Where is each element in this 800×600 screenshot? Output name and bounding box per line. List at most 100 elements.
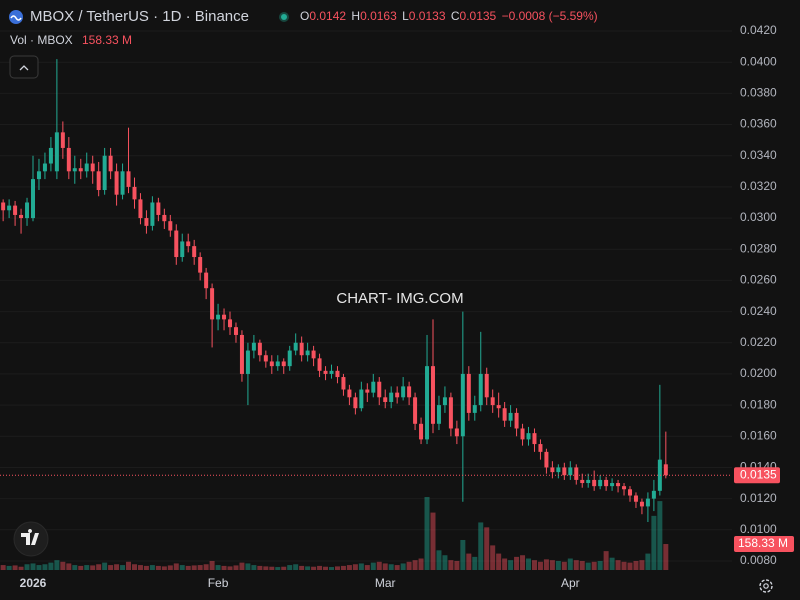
grid — [0, 30, 732, 562]
volume-bar — [430, 512, 436, 570]
volume-bar — [496, 553, 502, 570]
candle-body — [532, 433, 537, 445]
candle-body — [299, 342, 304, 356]
volume-bar — [185, 565, 191, 570]
y-tick-label: 0.0180 — [740, 397, 777, 411]
candle-body — [442, 397, 447, 406]
candle-body — [419, 423, 424, 440]
volume-bar — [448, 560, 454, 570]
ohlc-value: 0.0142 — [309, 9, 346, 23]
candle-body — [245, 350, 250, 374]
tv-logo-glyph — [21, 529, 39, 545]
candle-body — [275, 361, 280, 367]
candle-body — [586, 479, 591, 484]
volume-bar — [197, 565, 203, 570]
volume-bar — [12, 565, 18, 570]
volume-bar — [340, 565, 346, 570]
volume-bar — [149, 565, 155, 570]
volume-bar — [161, 566, 167, 570]
candle-body — [228, 319, 233, 328]
y-tick-label: 0.0100 — [740, 522, 777, 536]
candle-body — [359, 389, 364, 409]
candle-body — [657, 459, 662, 491]
volume-bar — [555, 560, 561, 570]
settings-gear[interactable] — [759, 579, 773, 593]
candle-body — [472, 405, 477, 413]
candle-body — [520, 428, 525, 440]
candle-body — [48, 147, 53, 164]
candle-body — [180, 241, 185, 258]
y-tick-label: 0.0080 — [740, 553, 777, 567]
tv-logo[interactable] — [13, 521, 49, 557]
y-tick-label: 0.0360 — [740, 117, 777, 131]
volume-bar — [627, 562, 633, 570]
collapse-button-frame[interactable] — [9, 55, 39, 79]
volume-bar — [251, 565, 257, 570]
candle-body — [335, 370, 340, 378]
volume-bar — [227, 566, 233, 570]
candle-body — [496, 405, 501, 409]
candle-body — [616, 483, 621, 487]
candle-body — [305, 350, 310, 356]
volume-bar — [376, 561, 382, 570]
settings-button[interactable] — [759, 579, 773, 593]
volume-bar — [490, 545, 496, 570]
volume-bar — [418, 558, 424, 570]
collapse-chevron — [19, 65, 29, 71]
volume-bar — [472, 556, 478, 570]
candle-body — [407, 386, 412, 398]
candle-body — [478, 373, 483, 406]
volume-bar — [96, 564, 102, 570]
candle-body — [114, 171, 119, 195]
volume-bar — [442, 555, 448, 570]
candle-body — [502, 408, 507, 421]
candle-body — [556, 467, 561, 473]
volume-bar — [293, 564, 299, 570]
candle-body — [329, 370, 334, 374]
volume-bar — [370, 562, 376, 570]
y-tick-label: 0.0260 — [740, 273, 777, 287]
candle-body — [562, 467, 567, 476]
volume-bar — [209, 560, 215, 570]
x-tick-label: Feb — [208, 576, 229, 590]
volume-bar — [657, 501, 663, 570]
volume-bar — [424, 497, 430, 570]
candles — [1, 59, 668, 522]
candle-body — [645, 498, 650, 507]
candle-body — [311, 350, 316, 359]
volume-bar — [120, 565, 126, 570]
volume-bar — [352, 564, 358, 570]
volume-bar — [24, 564, 30, 570]
candle-body — [323, 370, 328, 374]
ohlc-label: L — [402, 9, 409, 23]
volume-bar — [651, 515, 657, 570]
volume-bar — [78, 565, 84, 570]
candle-body — [84, 163, 89, 172]
volume-bar — [108, 565, 114, 570]
volume-bar — [143, 565, 149, 570]
y-tick-label: 0.0400 — [740, 54, 777, 68]
volume-bar — [394, 565, 400, 570]
candle-body — [425, 366, 430, 440]
collapse-button[interactable] — [9, 55, 39, 79]
candle-body — [526, 433, 531, 440]
candle-body — [395, 392, 400, 398]
candle-body — [550, 467, 555, 473]
candle-body — [580, 479, 585, 484]
volume-bar — [388, 564, 394, 570]
candle-body — [54, 132, 59, 172]
ohlc-legend: O0.0142 H0.0163 L0.0133 C0.0135 −0.0008 … — [300, 9, 598, 23]
candle-body — [592, 479, 597, 487]
candle-body — [371, 381, 376, 393]
volume-bar — [609, 557, 615, 570]
volume-bar — [323, 566, 329, 570]
candle-body — [568, 467, 573, 476]
volume-bar — [131, 564, 137, 570]
volume-bar — [364, 565, 370, 570]
volume-bar — [102, 562, 108, 570]
volume-bar — [603, 551, 609, 570]
y-tick-label: 0.0120 — [740, 491, 777, 505]
